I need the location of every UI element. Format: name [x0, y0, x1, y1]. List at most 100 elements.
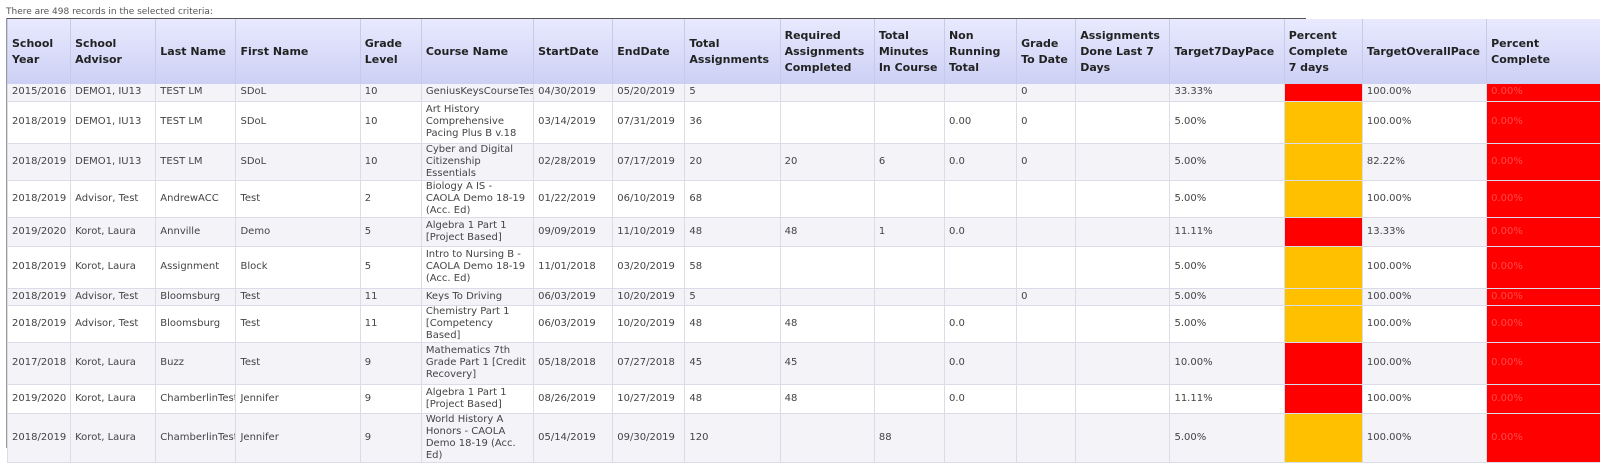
cell-grade-level: 2: [360, 180, 421, 217]
cell-grade-level: 9: [360, 342, 421, 384]
col-header-non-running-total[interactable]: Non Running Total: [944, 19, 1016, 84]
cell-course: GeniusKeysCourseTest: [421, 84, 533, 101]
cell-first-name: Test: [236, 180, 360, 217]
cell-pct-complete: 0.00%: [1487, 246, 1600, 288]
col-header-course-name[interactable]: Course Name: [421, 19, 533, 84]
col-header-target-7-day-pace[interactable]: Target7DayPace: [1170, 19, 1284, 84]
cell-grade-to-date: [1017, 217, 1076, 246]
cell-done-7: [1076, 413, 1170, 462]
col-header-required-assignments[interactable]: Required Assignments Completed: [780, 19, 874, 84]
cell-minutes: 88: [874, 413, 944, 462]
cell-advisor: Korot, Laura: [71, 342, 156, 384]
cell-course: Mathematics 7th Grade Part 1 [Credit Rec…: [421, 342, 533, 384]
cell-pct7: [1284, 84, 1362, 101]
col-header-percent-complete-7[interactable]: Percent Complete 7 days: [1284, 19, 1362, 84]
cell-minutes: [874, 288, 944, 305]
cell-target7: 5.00%: [1170, 143, 1284, 180]
cell-done-7: [1076, 384, 1170, 413]
cell-req-done: [780, 84, 874, 101]
cell-pct-complete: 0.00%: [1487, 143, 1600, 180]
cell-school-year: 2019/2020: [8, 217, 71, 246]
cell-done-7: [1076, 305, 1170, 342]
cell-start: 11/01/2018: [534, 246, 613, 288]
cell-grade-level: 5: [360, 246, 421, 288]
cell-total-assign: 36: [685, 101, 780, 143]
cell-last-name: AndrewACC: [156, 180, 236, 217]
cell-last-name: TEST LM: [156, 84, 236, 101]
cell-grade-to-date: [1017, 246, 1076, 288]
cell-non-running: [944, 180, 1016, 217]
cell-target-overall: 100.00%: [1362, 305, 1486, 342]
cell-last-name: ChamberlinTest: [156, 413, 236, 462]
cell-non-running: 0.00: [944, 101, 1016, 143]
cell-last-name: ChamberlinTest: [156, 384, 236, 413]
cell-end: 03/20/2019: [613, 246, 685, 288]
cell-minutes: [874, 305, 944, 342]
col-header-percent-complete[interactable]: Percent Complete: [1487, 19, 1600, 84]
cell-target-overall: 100.00%: [1362, 342, 1486, 384]
cell-school-year: 2018/2019: [8, 413, 71, 462]
cell-grade-level: 11: [360, 288, 421, 305]
cell-done-7: [1076, 143, 1170, 180]
cell-course: Chemistry Part 1 [Competency Based]: [421, 305, 533, 342]
cell-non-running: 0.0: [944, 143, 1016, 180]
cell-pct7: [1284, 305, 1362, 342]
col-header-school-advisor[interactable]: School Advisor: [71, 19, 156, 84]
col-header-grade-to-date[interactable]: Grade To Date: [1017, 19, 1076, 84]
cell-advisor: Korot, Laura: [71, 384, 156, 413]
cell-start: 08/26/2019: [534, 384, 613, 413]
cell-last-name: Bloomsburg: [156, 305, 236, 342]
cell-first-name: Demo: [236, 217, 360, 246]
cell-minutes: 1: [874, 217, 944, 246]
col-header-total-minutes[interactable]: Total Minutes In Course: [874, 19, 944, 84]
col-header-total-assignments[interactable]: Total Assignments: [685, 19, 780, 84]
cell-grade-to-date: [1017, 384, 1076, 413]
cell-target-overall: 100.00%: [1362, 180, 1486, 217]
cell-first-name: Test: [236, 342, 360, 384]
cell-school-year: 2017/2018: [8, 342, 71, 384]
col-header-start-date[interactable]: StartDate: [534, 19, 613, 84]
cell-done-7: [1076, 84, 1170, 101]
cell-pct7: [1284, 180, 1362, 217]
cell-school-year: 2018/2019: [8, 101, 71, 143]
cell-last-name: TEST LM: [156, 143, 236, 180]
cell-first-name: Test: [236, 305, 360, 342]
cell-pct-complete: 0.00%: [1487, 288, 1600, 305]
cell-advisor: Korot, Laura: [71, 413, 156, 462]
col-header-school-year[interactable]: School Year: [8, 19, 71, 84]
cell-grade-to-date: 0: [1017, 84, 1076, 101]
cell-req-done: [780, 101, 874, 143]
cell-advisor: Korot, Laura: [71, 246, 156, 288]
col-header-first-name[interactable]: First Name: [236, 19, 360, 84]
cell-end: 09/30/2019: [613, 413, 685, 462]
cell-pct7: [1284, 384, 1362, 413]
cell-pct-complete: 0.00%: [1487, 101, 1600, 143]
cell-school-year: 2018/2019: [8, 246, 71, 288]
cell-req-done: [780, 288, 874, 305]
cell-non-running: 0.0: [944, 384, 1016, 413]
col-header-last-name[interactable]: Last Name: [156, 19, 236, 84]
cell-target-overall: 13.33%: [1362, 217, 1486, 246]
col-header-target-overall-pace[interactable]: TargetOverallPace: [1362, 19, 1486, 84]
cell-done-7: [1076, 101, 1170, 143]
cell-target7: 5.00%: [1170, 101, 1284, 143]
col-header-end-date[interactable]: EndDate: [613, 19, 685, 84]
cell-first-name: SDoL: [236, 84, 360, 101]
cell-req-done: [780, 180, 874, 217]
col-header-grade-level[interactable]: Grade Level: [360, 19, 421, 84]
col-header-assignments-last-7[interactable]: Assignments Done Last 7 Days: [1076, 19, 1170, 84]
cell-course: Algebra 1 Part 1 [Project Based]: [421, 384, 533, 413]
cell-target7: 10.00%: [1170, 342, 1284, 384]
cell-first-name: Jennifer: [236, 413, 360, 462]
